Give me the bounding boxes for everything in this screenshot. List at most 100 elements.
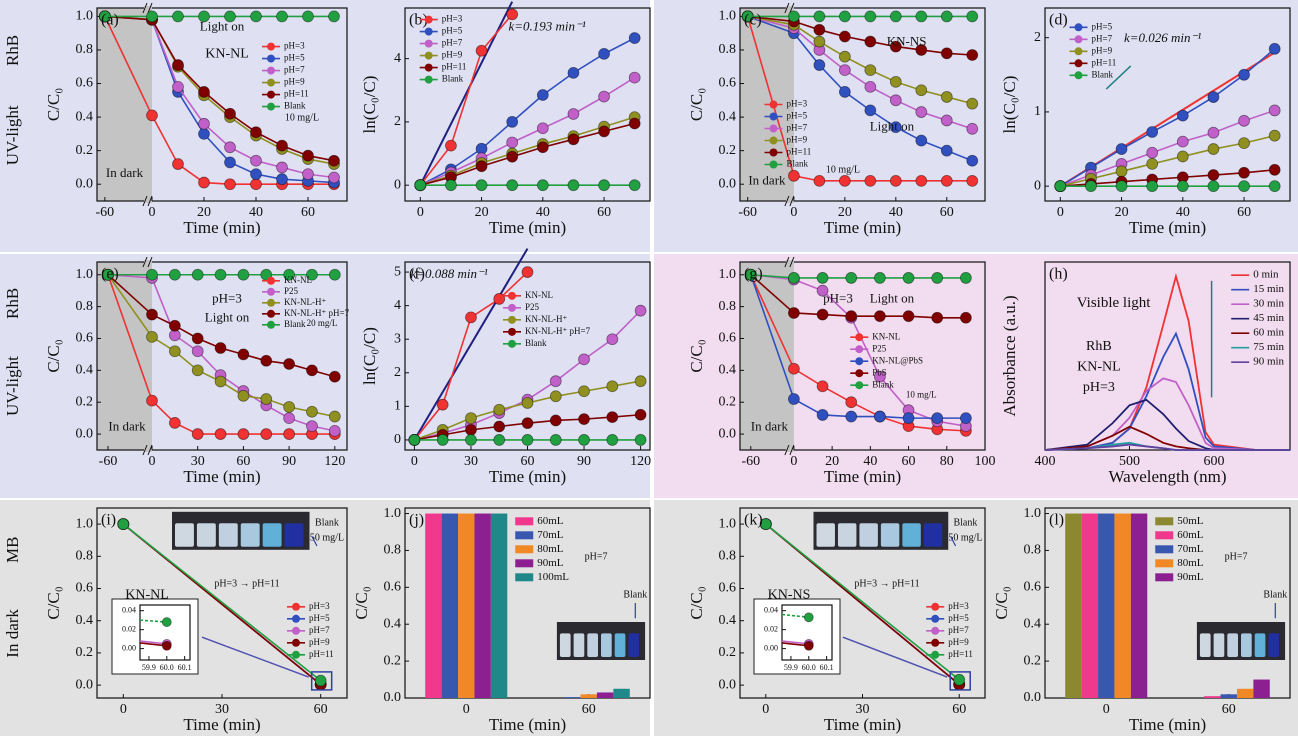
legend-marker bbox=[292, 602, 300, 611]
legend-marker bbox=[931, 614, 940, 623]
legend-label: KN-NL bbox=[284, 275, 312, 285]
panel-label: (g) bbox=[744, 266, 763, 283]
marker bbox=[172, 158, 184, 170]
legend-marker bbox=[769, 160, 778, 169]
panel-label: (e) bbox=[101, 266, 119, 283]
axis-break-gap bbox=[785, 6, 794, 10]
marker bbox=[966, 122, 979, 135]
marker bbox=[250, 10, 262, 23]
vial bbox=[587, 633, 598, 657]
series-line bbox=[1044, 443, 1290, 451]
marker bbox=[940, 91, 953, 103]
y-tick-label: 1 bbox=[1034, 104, 1041, 119]
marker bbox=[283, 401, 296, 413]
y-tick-label: 0.8 bbox=[384, 543, 402, 558]
legend-marker bbox=[292, 626, 300, 635]
marker bbox=[598, 47, 610, 60]
panel-bg bbox=[0, 500, 650, 736]
marker bbox=[306, 420, 318, 433]
marker bbox=[102, 268, 114, 281]
marker bbox=[931, 412, 944, 425]
marker bbox=[606, 411, 619, 424]
y-tick-label: 0.4 bbox=[719, 363, 737, 378]
legend-marker bbox=[267, 298, 275, 307]
dark-region bbox=[740, 262, 794, 450]
axis-break-gap bbox=[144, 260, 152, 264]
legend-label: pH=9 bbox=[309, 637, 330, 647]
marker bbox=[506, 150, 519, 163]
marker bbox=[598, 125, 610, 138]
y-tick-label: 4 bbox=[394, 51, 401, 66]
marker bbox=[959, 412, 972, 425]
vial bbox=[1213, 633, 1225, 657]
annotation: Light on bbox=[205, 309, 250, 324]
annotation: In dark bbox=[748, 173, 786, 188]
legend-label: pH=3 bbox=[787, 99, 808, 109]
marker bbox=[889, 10, 902, 23]
marker bbox=[759, 518, 772, 531]
marker bbox=[493, 403, 506, 416]
panel-label: (a) bbox=[101, 12, 119, 29]
x-tick-label: 20 bbox=[825, 454, 839, 469]
marker bbox=[414, 179, 427, 192]
y-tick-label: 0.4 bbox=[76, 613, 94, 628]
vial bbox=[573, 633, 585, 657]
x-tick-label: 100 bbox=[975, 454, 996, 469]
legend-marker bbox=[508, 339, 516, 348]
y-tick-label: 1.0 bbox=[384, 506, 402, 521]
legend-marker bbox=[508, 303, 516, 312]
legend-label: 50mL bbox=[1177, 515, 1204, 527]
y-tick-label: 0.0 bbox=[76, 426, 94, 441]
marker bbox=[283, 358, 296, 370]
legend-swatch bbox=[1155, 545, 1174, 554]
axis-break bbox=[142, 2, 148, 14]
legend-marker bbox=[769, 100, 778, 109]
panel-label: (k) bbox=[744, 512, 763, 529]
series-line bbox=[107, 274, 335, 418]
marker bbox=[475, 160, 488, 173]
marker bbox=[788, 393, 800, 405]
x-tick-label: 60.1 bbox=[820, 663, 834, 672]
highlight-box bbox=[310, 671, 333, 691]
legend-marker bbox=[1074, 35, 1083, 44]
y-tick-label: 0.0 bbox=[76, 677, 94, 692]
bar bbox=[441, 513, 459, 698]
plot-frame bbox=[404, 7, 651, 202]
legend-label: KN-NL-H⁺ bbox=[525, 314, 567, 324]
marker bbox=[506, 179, 519, 192]
x-tick-label: 30 bbox=[191, 454, 205, 469]
marker bbox=[788, 362, 800, 375]
legend-marker bbox=[1074, 59, 1083, 68]
marker bbox=[628, 117, 641, 130]
marker bbox=[506, 8, 519, 21]
marker bbox=[328, 370, 341, 383]
marker bbox=[931, 311, 944, 324]
marker bbox=[1268, 42, 1281, 55]
y-axis-label: C/C₀ bbox=[687, 586, 706, 619]
marker bbox=[1268, 163, 1281, 176]
marker bbox=[1238, 180, 1250, 193]
x-axis-label: Time (min) bbox=[824, 715, 901, 734]
plot-frame bbox=[781, 604, 833, 661]
legend-label: KN-NL bbox=[525, 290, 553, 300]
legend-marker bbox=[424, 51, 433, 60]
y-tick-label: 1.0 bbox=[719, 516, 737, 531]
marker bbox=[302, 168, 314, 181]
marker bbox=[224, 141, 236, 154]
y-tick-label: 0.02 bbox=[122, 624, 136, 633]
y-tick-label: 0.8 bbox=[1024, 543, 1042, 558]
legend-label: pH=9 bbox=[948, 637, 969, 647]
marker bbox=[838, 86, 851, 98]
legend-label: pH=11 bbox=[309, 649, 334, 659]
bar bbox=[490, 513, 508, 698]
axis-break bbox=[147, 444, 153, 456]
marker bbox=[198, 86, 210, 98]
legend-marker bbox=[292, 614, 300, 623]
marker bbox=[940, 10, 953, 23]
x-tick-label: 60 bbox=[597, 205, 611, 220]
highlight-box bbox=[949, 671, 971, 691]
y-tick-label: 0.2 bbox=[76, 143, 94, 158]
x-tick-label: 0 bbox=[1057, 205, 1064, 220]
y-tick-label: 0 bbox=[394, 177, 401, 192]
legend-label: pH=5 bbox=[284, 53, 305, 63]
